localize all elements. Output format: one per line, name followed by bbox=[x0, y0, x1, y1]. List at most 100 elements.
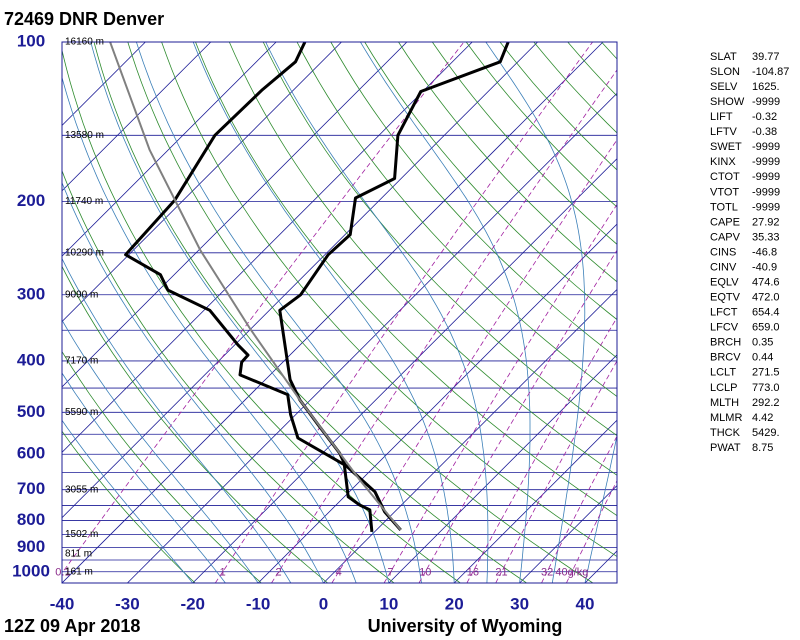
isotherm bbox=[519, 485, 617, 583]
index-name: BRCV bbox=[710, 352, 741, 364]
index-value: -40.9 bbox=[752, 261, 777, 273]
isotherm bbox=[62, 42, 538, 519]
dry-adiabat bbox=[62, 430, 196, 583]
y-tick-label: 600 bbox=[17, 444, 45, 463]
index-name: SWET bbox=[710, 141, 742, 153]
isotherm bbox=[62, 42, 342, 323]
moist-adiabat bbox=[265, 42, 489, 583]
index-name: LFCT bbox=[710, 307, 738, 319]
moist-adiabat bbox=[62, 181, 324, 583]
index-value: -9999 bbox=[752, 171, 780, 183]
x-tick-label: -30 bbox=[115, 594, 140, 613]
x-tick-label: 0 bbox=[319, 594, 328, 613]
moist-adiabat bbox=[62, 76, 357, 583]
mixing-ratio-line bbox=[62, 42, 465, 574]
dry-adiabat bbox=[296, 42, 617, 397]
index-value: 5429. bbox=[752, 427, 780, 439]
moist-adiabat bbox=[62, 319, 259, 583]
dry-adiabat bbox=[62, 169, 395, 583]
index-name: CAPE bbox=[710, 216, 740, 228]
sounding-line bbox=[278, 42, 510, 531]
y-tick-label: 100 bbox=[17, 31, 45, 50]
isotherm bbox=[62, 42, 408, 388]
index-value: 474.6 bbox=[752, 277, 780, 289]
mixing-ratio-line bbox=[271, 69, 617, 583]
dry-adiabat bbox=[195, 42, 617, 517]
index-value: -9999 bbox=[752, 156, 780, 168]
index-value: 271.5 bbox=[752, 367, 780, 379]
isotherm bbox=[388, 354, 617, 583]
index-name: EQTV bbox=[710, 292, 741, 304]
y-tick-label: 700 bbox=[17, 479, 45, 498]
y-tick-label: 200 bbox=[17, 191, 45, 210]
mixing-ratio-line bbox=[383, 203, 617, 583]
mixing-ratio-line bbox=[466, 316, 617, 583]
index-name: VTOT bbox=[710, 186, 739, 198]
height-label: 7170 m bbox=[65, 356, 98, 367]
isotherm bbox=[62, 42, 473, 453]
x-tick-label: -40 bbox=[50, 594, 75, 613]
moist-adiabat bbox=[62, 257, 292, 583]
isotherm bbox=[62, 42, 277, 257]
dry-adiabat bbox=[499, 42, 617, 171]
index-value: 773.0 bbox=[752, 382, 780, 394]
mixing-ratio-label: 1 bbox=[220, 567, 226, 579]
moist-adiabat bbox=[360, 42, 531, 583]
x-tick-label: 40 bbox=[576, 594, 595, 613]
index-name: EQLV bbox=[710, 277, 739, 289]
moist-adiabat bbox=[90, 42, 390, 583]
index-value: 472.0 bbox=[752, 292, 780, 304]
x-tick-label: -10 bbox=[246, 594, 271, 613]
mixing-ratio-label: 21 bbox=[495, 567, 507, 579]
index-name: SLAT bbox=[710, 51, 737, 63]
index-name: LFTV bbox=[710, 126, 738, 138]
index-value: 0.44 bbox=[752, 352, 773, 364]
mixing-ratio-label: 40g/kg bbox=[555, 567, 588, 579]
height-label: 161 m bbox=[65, 566, 93, 577]
index-name: THCK bbox=[710, 427, 741, 439]
mixing-ratio-line bbox=[418, 249, 617, 583]
index-name: LCLT bbox=[710, 367, 736, 379]
index-name: BRCH bbox=[710, 337, 741, 349]
sounding-line bbox=[124, 42, 374, 533]
x-tick-label: 30 bbox=[510, 594, 529, 613]
mixing-ratio-label: 4 bbox=[336, 567, 342, 579]
index-name: TOTL bbox=[710, 201, 738, 213]
dry-adiabat bbox=[228, 42, 617, 476]
dry-adiabat bbox=[127, 42, 594, 583]
isotherm bbox=[192, 158, 617, 583]
index-name: LIFT bbox=[710, 111, 733, 123]
height-label: 1502 m bbox=[65, 529, 98, 540]
height-label: 9090 m bbox=[65, 289, 98, 300]
dry-adiabat bbox=[161, 42, 617, 557]
x-tick-label: 20 bbox=[445, 594, 464, 613]
chart-title: 72469 DNR Denver bbox=[4, 9, 164, 29]
mixing-ratio-label: 32 bbox=[541, 567, 553, 579]
moist-adiabat bbox=[485, 42, 586, 583]
index-value: -104.87 bbox=[752, 66, 789, 78]
index-name: KINX bbox=[710, 156, 736, 168]
dry-adiabat bbox=[93, 42, 527, 583]
dry-adiabat bbox=[533, 42, 617, 134]
y-tick-label: 400 bbox=[17, 350, 45, 369]
moist-adiabat bbox=[192, 42, 455, 583]
index-name: CINS bbox=[710, 246, 736, 258]
height-label: 16160 m bbox=[65, 37, 104, 48]
index-value: 39.77 bbox=[752, 51, 780, 63]
index-value: 35.33 bbox=[752, 231, 780, 243]
index-value: 4.42 bbox=[752, 412, 773, 424]
footer-date: 12Z 09 Apr 2018 bbox=[4, 616, 140, 636]
mixing-ratio-label: 0.1 bbox=[55, 567, 70, 579]
index-name: SLON bbox=[710, 66, 740, 78]
mixing-ratio-label: 2 bbox=[276, 567, 282, 579]
isotherm bbox=[62, 42, 146, 126]
mixing-ratio-label: 10 bbox=[419, 567, 431, 579]
index-value: 27.92 bbox=[752, 216, 780, 228]
isotherm bbox=[127, 92, 617, 583]
mixing-ratio-label: 16 bbox=[467, 567, 479, 579]
labels: 0.1 1 2 4 7 10 16 21 32 40g/kg 16160 m 13580 m 11740… bbox=[12, 31, 594, 613]
plot-border bbox=[61, 41, 618, 584]
index-value: -9999 bbox=[752, 201, 780, 213]
moist-adiabat bbox=[136, 42, 422, 583]
